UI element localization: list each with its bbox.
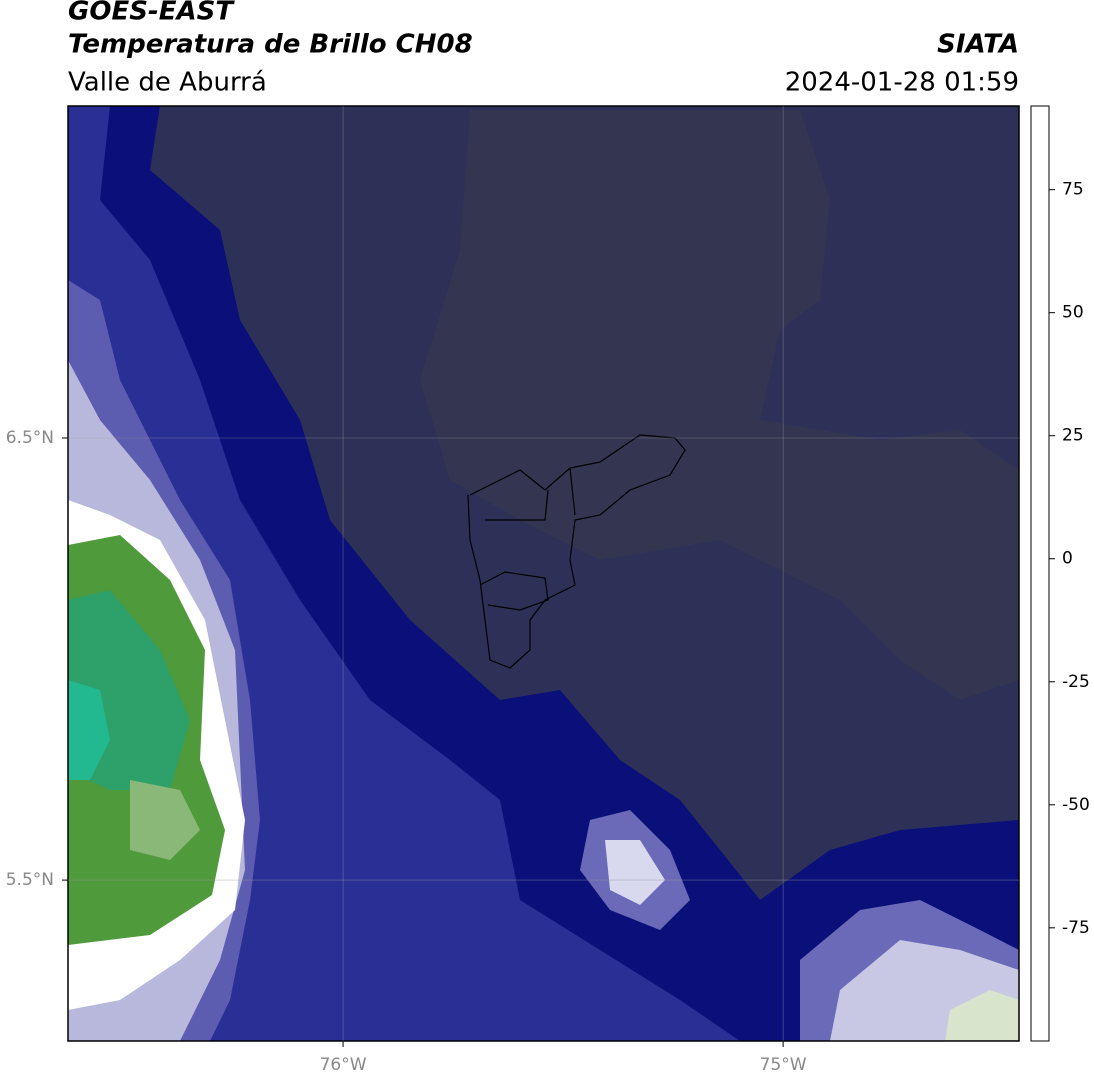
- title: GOES-EAST: [68, 0, 235, 27]
- region: Valle de Aburrá: [68, 68, 267, 98]
- colorbar-tick-label: -75: [1062, 918, 1090, 938]
- colorbar-tick-label: 0: [1062, 549, 1073, 569]
- colorbar-tick-label: -50: [1062, 795, 1090, 815]
- y-tick-label: 6.5°N: [6, 428, 54, 448]
- agency: SIATA: [937, 30, 1019, 60]
- x-tick-label: 76°W: [320, 1055, 367, 1075]
- colorbar-tick-label: -25: [1062, 672, 1090, 692]
- y-tick-label: 5.5°N: [6, 870, 54, 890]
- satellite-image: [68, 106, 1019, 1041]
- colorbar: [1030, 105, 1050, 1042]
- subtitle: Temperatura de Brillo CH08: [68, 30, 473, 60]
- map-frame: [67, 105, 1020, 1042]
- colorbar-tick-label: 25: [1062, 426, 1084, 446]
- colorbar-tick-label: 50: [1062, 303, 1084, 323]
- colorbar-tick-label: 75: [1062, 180, 1084, 200]
- timestamp: 2024-01-28 01:59: [785, 68, 1019, 98]
- x-tick-label: 75°W: [760, 1055, 807, 1075]
